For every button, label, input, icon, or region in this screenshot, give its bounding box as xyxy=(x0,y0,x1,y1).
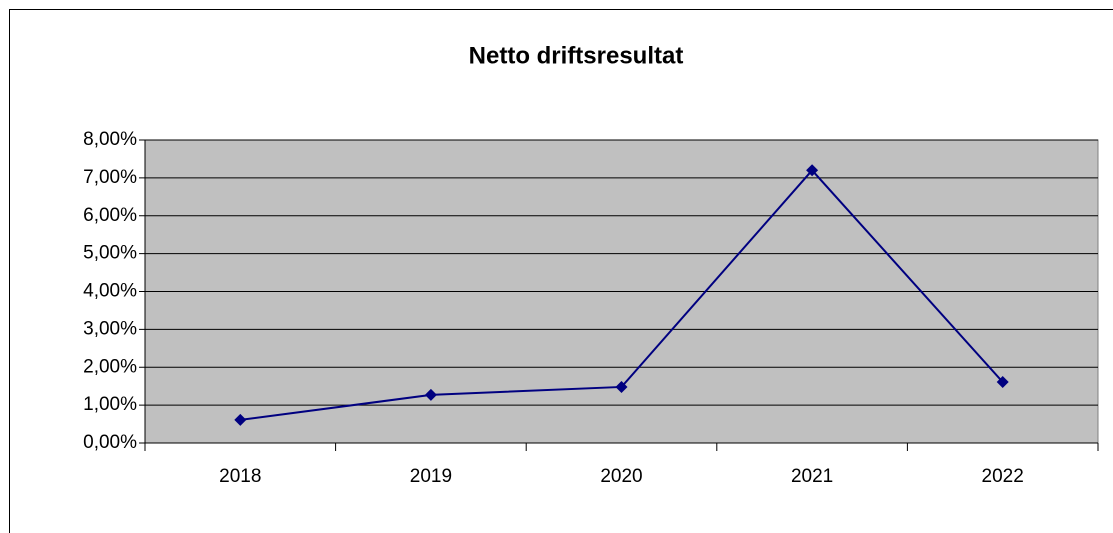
x-tick-label: 2021 xyxy=(791,466,833,487)
x-tick-label: 2020 xyxy=(600,466,642,487)
y-tick-label: 0,00% xyxy=(83,432,137,453)
y-tick-label: 3,00% xyxy=(83,318,137,339)
y-tick-label: 1,00% xyxy=(83,394,137,415)
y-tick-label: 4,00% xyxy=(83,281,137,302)
x-tick-label: 2022 xyxy=(982,466,1024,487)
y-tick-label: 5,00% xyxy=(83,243,137,264)
marker xyxy=(806,164,819,177)
marker xyxy=(615,380,628,393)
y-tick-label: 7,00% xyxy=(83,167,137,188)
x-tick-label: 2018 xyxy=(219,466,261,487)
y-tick-label: 8,00% xyxy=(83,129,137,150)
marker xyxy=(424,388,437,401)
marker xyxy=(996,376,1009,389)
chart-title: Netto driftsresultat xyxy=(469,42,684,69)
y-tick-label: 6,00% xyxy=(83,205,137,226)
marker xyxy=(234,413,247,426)
y-tick-label: 2,00% xyxy=(83,356,137,377)
x-tick-label: 2019 xyxy=(410,466,452,487)
